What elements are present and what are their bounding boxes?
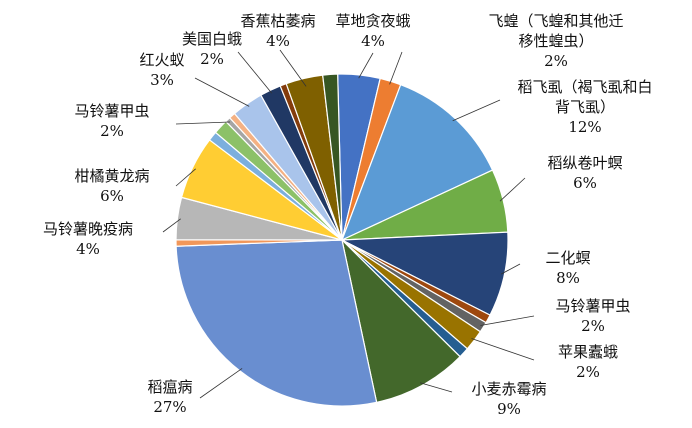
leader-line-3: [499, 177, 526, 202]
slice-label-2-line-0: 稻飞虱（褐飞虱和白: [517, 78, 652, 96]
leader-line-0: [358, 52, 374, 79]
slice-label-14-line-1: 4%: [266, 32, 290, 50]
slice-label-3-line-1: 6%: [573, 174, 597, 192]
slice-label-2-line-1: 背飞虱）: [555, 98, 615, 116]
slice-label-2-line-2: 12%: [568, 118, 601, 136]
slice-label-8-line-0: 稻瘟病: [147, 378, 192, 396]
slice-label-9-line-0: 马铃薯晚疫病: [43, 220, 133, 238]
leader-line-8: [199, 368, 243, 399]
pie-slice-22: [322, 73, 343, 241]
slice-label-12-line-0: 红火蚁: [139, 51, 184, 69]
leader-line-9: [162, 218, 181, 233]
leader-line-12: [194, 77, 250, 107]
leader-line-7: [419, 382, 453, 393]
leader-line-13: [237, 51, 273, 94]
slice-label-5-line-0: 马铃薯甲虫: [555, 297, 630, 315]
slice-label-0-line-1: 4%: [361, 32, 385, 50]
pie-slice-9: [340, 238, 461, 404]
leader-line-5: [480, 315, 535, 326]
pie-slice-2: [340, 83, 494, 242]
leader-line-14: [279, 49, 307, 87]
slice-label-1-line-2: 2%: [544, 52, 568, 70]
slice-label-4-line-0: 二化螟: [545, 249, 590, 267]
slice-label-7-line-1: 9%: [497, 400, 521, 418]
slice-label-12-line-1: 3%: [150, 71, 174, 89]
leader-lines: [162, 49, 535, 399]
leader-line-11: [175, 121, 231, 125]
slice-label-1-line-1: 移性蝗虫）: [518, 32, 593, 50]
slice-label-11-line-0: 马铃薯甲虫: [74, 102, 149, 120]
slice-label-5-line-1: 2%: [581, 317, 605, 335]
pie-slices: [175, 73, 509, 407]
leader-line-10: [175, 168, 196, 187]
slice-label-4-line-1: 8%: [556, 269, 580, 287]
pie-slice-10: [175, 239, 378, 407]
slice-label-10-line-1: 6%: [100, 187, 124, 205]
slice-label-13-line-0: 美国白蛾: [182, 30, 242, 48]
leader-line-2: [452, 99, 501, 122]
leader-line-6: [471, 338, 535, 361]
slice-label-1-line-0: 飞蝗（飞蝗和其他迁: [488, 12, 623, 30]
slice-label-10-line-0: 柑橘黄龙病: [74, 167, 149, 185]
slice-label-0-line-0: 草地贪夜蛾: [335, 12, 410, 30]
slice-label-14-line-0: 香蕉枯萎病: [240, 12, 315, 30]
slice-label-8-line-1: 27%: [153, 398, 186, 416]
slice-label-13-line-1: 2%: [200, 50, 224, 68]
slice-label-11-line-1: 2%: [100, 122, 124, 140]
slice-label-3-line-0: 稻纵卷叶螟: [547, 154, 622, 172]
slice-label-6-line-1: 2%: [576, 363, 600, 381]
leader-line-1: [389, 51, 403, 85]
leader-line-4: [500, 263, 521, 275]
slice-label-9-line-1: 4%: [76, 240, 100, 258]
slice-label-7-line-0: 小麦赤霉病: [471, 380, 546, 398]
slice-label-6-line-0: 苹果蠹蛾: [558, 343, 618, 361]
